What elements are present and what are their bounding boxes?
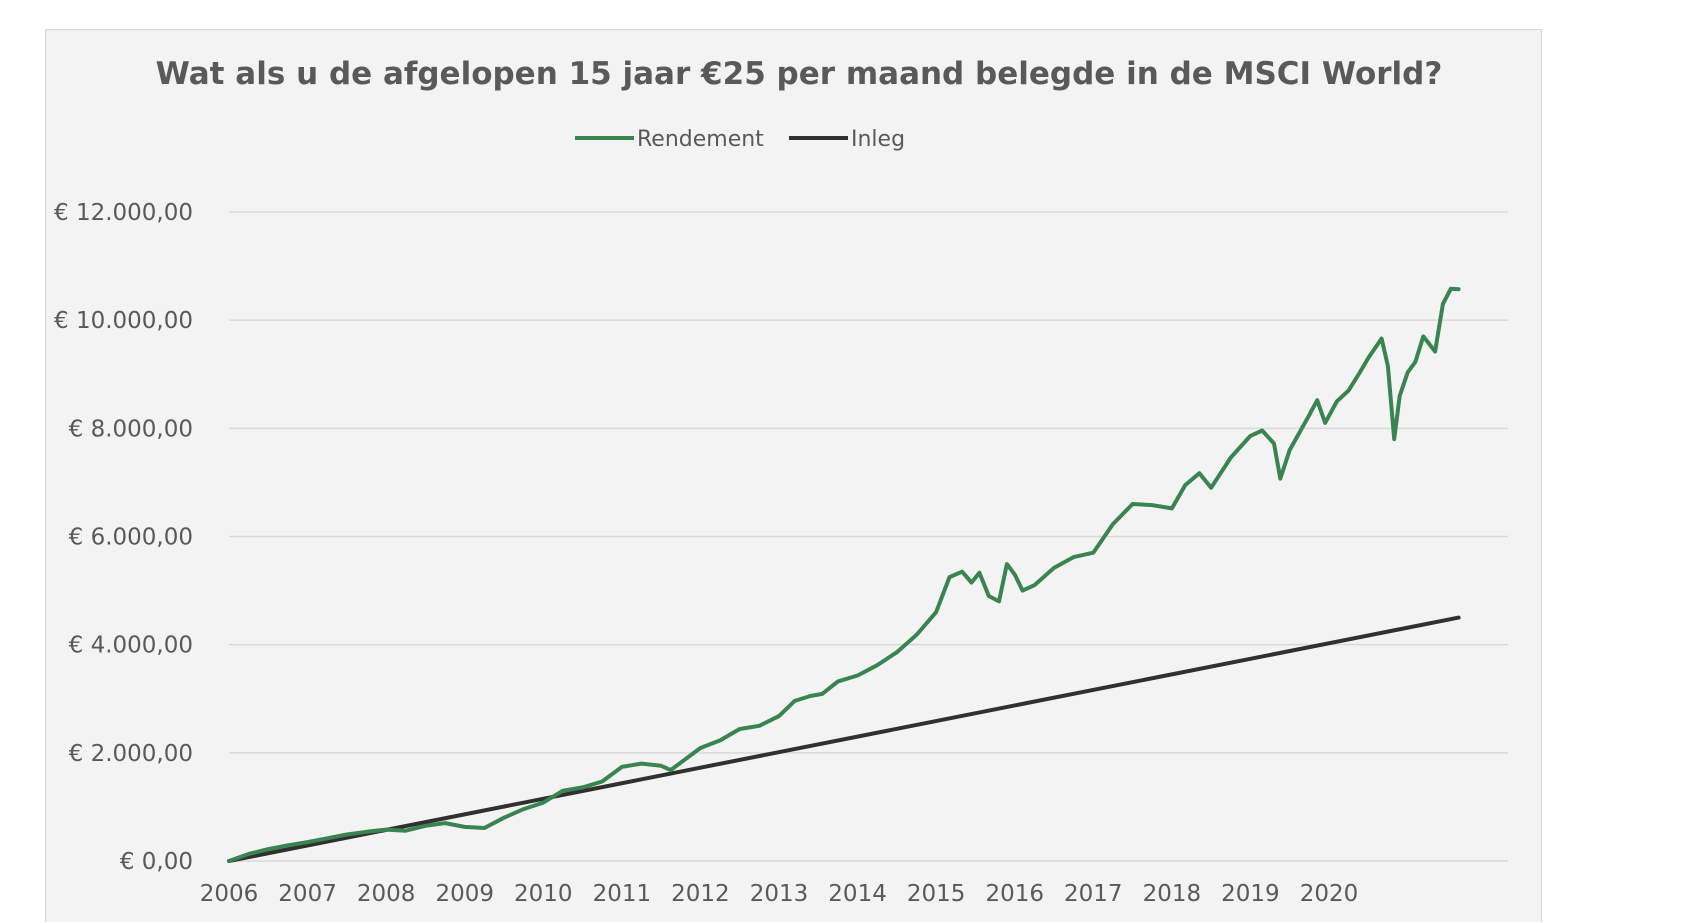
chart-container: Wat als u de afgelopen 15 jaar €25 per m… xyxy=(45,29,1542,922)
chart-title: Wat als u de afgelopen 15 jaar €25 per m… xyxy=(156,56,1443,92)
series-lines xyxy=(227,286,1461,863)
x-tick-label: 2019 xyxy=(1221,881,1280,907)
series-line-rendement xyxy=(227,286,1461,863)
series-line-inleg xyxy=(227,615,1461,863)
x-tick-label: 2017 xyxy=(1064,881,1123,907)
y-tick-label: € 10.000,00 xyxy=(54,308,193,334)
y-tick-label: € 8.000,00 xyxy=(69,416,193,442)
x-tick-label: 2012 xyxy=(671,881,730,907)
x-tick-label: 2015 xyxy=(907,881,966,907)
y-tick-label: € 12.000,00 xyxy=(54,200,193,226)
y-axis-ticks: € 0,00 € 2.000,00 € 4.000,00 € 6.000,00 € 8.… xyxy=(54,200,193,875)
legend: Rendement Inleg xyxy=(575,127,905,152)
x-tick-label: 2006 xyxy=(200,881,259,907)
gridlines xyxy=(229,211,1508,862)
x-tick-label: 2011 xyxy=(593,881,652,907)
y-tick-label: € 0,00 xyxy=(120,849,193,875)
legend-label-inleg: Inleg xyxy=(851,127,905,152)
x-axis-ticks: 2006 2007 2008 2009 2010 2011 2012 2013 2014 2015… xyxy=(200,881,1359,907)
x-tick-label: 2010 xyxy=(514,881,573,907)
x-tick-label: 2014 xyxy=(828,881,887,907)
x-tick-label: 2009 xyxy=(435,881,494,907)
line-chart: Wat als u de afgelopen 15 jaar €25 per m… xyxy=(54,56,1508,907)
legend-label-rendement: Rendement xyxy=(637,127,764,152)
x-tick-label: 2018 xyxy=(1143,881,1202,907)
y-tick-label: € 6.000,00 xyxy=(69,525,193,551)
x-tick-label: 2016 xyxy=(985,881,1044,907)
y-tick-label: € 4.000,00 xyxy=(69,633,193,659)
x-tick-label: 2008 xyxy=(357,881,416,907)
y-tick-label: € 2.000,00 xyxy=(69,741,193,767)
x-tick-label: 2013 xyxy=(750,881,809,907)
x-tick-label: 2007 xyxy=(278,881,337,907)
x-tick-label: 2020 xyxy=(1300,881,1359,907)
